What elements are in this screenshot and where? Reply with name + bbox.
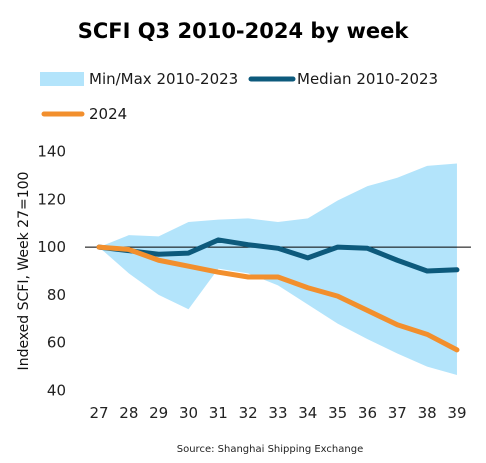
legend-label-2024: 2024	[89, 105, 127, 123]
x-tick-label: 39	[447, 404, 466, 422]
x-tick-label: 28	[119, 404, 138, 422]
chart-title: SCFI Q3 2010-2024 by week	[78, 19, 410, 43]
x-tick-label: 32	[239, 404, 258, 422]
y-tick-label: 120	[37, 190, 66, 208]
legend: Min/Max 2010-2023 Median 2010-2023 2024	[40, 70, 438, 123]
source-note: Source: Shanghai Shipping Exchange	[177, 444, 363, 455]
series-line-2024	[96, 244, 460, 353]
x-tick-label: 35	[328, 404, 347, 422]
x-tick-label: 38	[418, 404, 437, 422]
x-tick-label: 36	[358, 404, 377, 422]
plot-area: 140 120 100 80 60 40 27 28 29 30 31 32 33 34 35 36 37 38 3…	[37, 143, 471, 422]
x-tick-label: 30	[179, 404, 198, 422]
x-tick-label: 37	[388, 404, 407, 422]
y-tick-label: 60	[47, 334, 66, 352]
y-tick-label: 80	[47, 286, 66, 304]
legend-label-median: Median 2010-2023	[297, 70, 438, 88]
y-tick-label: 40	[47, 382, 66, 400]
x-tick-label: 27	[89, 404, 108, 422]
y-tick-label: 140	[37, 143, 66, 161]
legend-label-band: Min/Max 2010-2023	[89, 70, 238, 88]
y-tick-label: 100	[37, 238, 66, 256]
x-tick-label: 29	[149, 404, 168, 422]
legend-swatch-band	[40, 72, 84, 86]
y-axis-title: Indexed SCFI, Week 27=100	[16, 172, 32, 371]
x-tick-label: 33	[268, 404, 287, 422]
x-tick-label: 31	[209, 404, 228, 422]
series-line-median	[96, 237, 460, 274]
x-tick-label: 34	[298, 404, 317, 422]
minmax-band	[99, 163, 457, 375]
